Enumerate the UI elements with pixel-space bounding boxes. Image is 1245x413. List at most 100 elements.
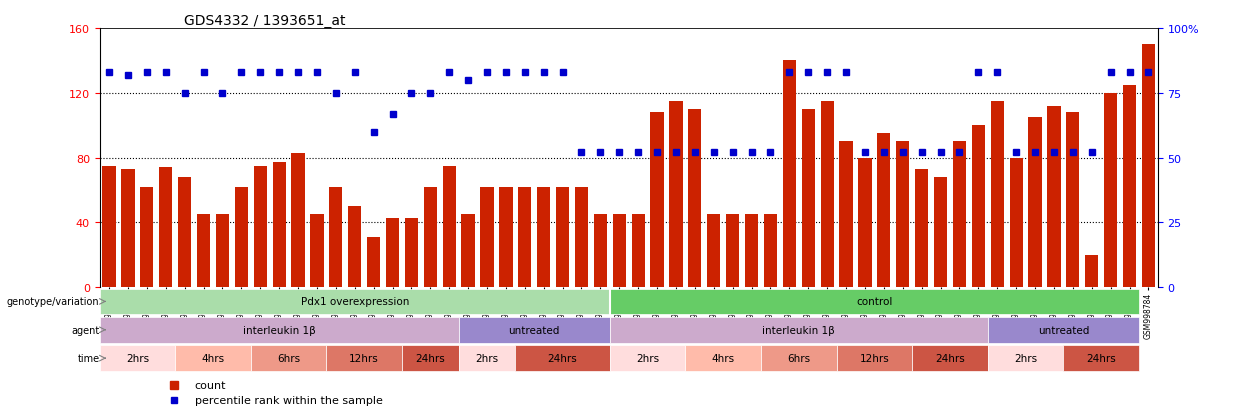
Bar bbox=[594, 215, 608, 287]
Text: agent: agent bbox=[71, 325, 100, 335]
Bar bbox=[499, 188, 513, 287]
Bar bbox=[1066, 113, 1079, 287]
Bar bbox=[802, 110, 815, 287]
FancyBboxPatch shape bbox=[1063, 346, 1139, 371]
Text: 4hrs: 4hrs bbox=[712, 353, 735, 363]
Text: 4hrs: 4hrs bbox=[202, 353, 224, 363]
Text: 12hrs: 12hrs bbox=[350, 353, 378, 363]
Text: control: control bbox=[857, 297, 893, 307]
Bar bbox=[557, 188, 569, 287]
Bar bbox=[423, 188, 437, 287]
Text: GDS4332 / 1393651_at: GDS4332 / 1393651_at bbox=[184, 14, 346, 28]
Bar bbox=[934, 178, 947, 287]
Bar bbox=[764, 215, 777, 287]
Bar bbox=[575, 188, 588, 287]
Bar bbox=[349, 207, 361, 287]
Bar bbox=[1010, 158, 1022, 287]
Bar bbox=[1142, 45, 1155, 287]
Text: 2hrs: 2hrs bbox=[1013, 353, 1037, 363]
FancyBboxPatch shape bbox=[913, 346, 987, 371]
Bar bbox=[1104, 94, 1117, 287]
Bar bbox=[726, 215, 740, 287]
Bar bbox=[178, 178, 192, 287]
Bar bbox=[141, 188, 153, 287]
FancyBboxPatch shape bbox=[458, 346, 515, 371]
Bar bbox=[613, 215, 626, 287]
Bar bbox=[858, 158, 872, 287]
Bar bbox=[121, 170, 134, 287]
Bar bbox=[783, 61, 796, 287]
Text: 2hrs: 2hrs bbox=[126, 353, 149, 363]
FancyBboxPatch shape bbox=[250, 346, 326, 371]
FancyBboxPatch shape bbox=[100, 317, 458, 343]
Bar bbox=[405, 218, 418, 287]
Text: 24hrs: 24hrs bbox=[416, 353, 446, 363]
Bar bbox=[159, 168, 172, 287]
Text: percentile rank within the sample: percentile rank within the sample bbox=[195, 395, 382, 405]
Bar bbox=[991, 102, 1003, 287]
Text: count: count bbox=[195, 380, 227, 390]
Text: 12hrs: 12hrs bbox=[859, 353, 889, 363]
Bar bbox=[386, 218, 400, 287]
Bar bbox=[707, 215, 721, 287]
Text: 6hrs: 6hrs bbox=[276, 353, 300, 363]
Bar bbox=[102, 166, 116, 287]
Bar bbox=[915, 170, 929, 287]
Bar bbox=[1123, 85, 1137, 287]
FancyBboxPatch shape bbox=[686, 346, 761, 371]
FancyBboxPatch shape bbox=[761, 346, 837, 371]
Bar bbox=[971, 126, 985, 287]
Bar bbox=[650, 113, 664, 287]
Bar bbox=[631, 215, 645, 287]
Text: untreated: untreated bbox=[1037, 325, 1089, 335]
Bar bbox=[329, 188, 342, 287]
Text: untreated: untreated bbox=[508, 325, 560, 335]
FancyBboxPatch shape bbox=[402, 346, 458, 371]
FancyBboxPatch shape bbox=[100, 346, 176, 371]
FancyBboxPatch shape bbox=[610, 346, 686, 371]
FancyBboxPatch shape bbox=[987, 346, 1063, 371]
Bar bbox=[291, 153, 305, 287]
Bar bbox=[481, 188, 493, 287]
Bar bbox=[215, 215, 229, 287]
FancyBboxPatch shape bbox=[326, 346, 402, 371]
FancyBboxPatch shape bbox=[987, 317, 1139, 343]
Bar bbox=[952, 142, 966, 287]
FancyBboxPatch shape bbox=[837, 346, 913, 371]
Bar bbox=[878, 134, 890, 287]
Bar bbox=[537, 188, 550, 287]
Bar bbox=[670, 102, 682, 287]
Text: 6hrs: 6hrs bbox=[787, 353, 810, 363]
FancyBboxPatch shape bbox=[515, 346, 610, 371]
FancyBboxPatch shape bbox=[610, 317, 987, 343]
Bar bbox=[197, 215, 210, 287]
Bar bbox=[896, 142, 909, 287]
Bar bbox=[462, 215, 474, 287]
FancyBboxPatch shape bbox=[176, 346, 250, 371]
Text: 24hrs: 24hrs bbox=[935, 353, 965, 363]
Bar bbox=[235, 188, 248, 287]
Bar bbox=[1047, 107, 1061, 287]
Text: Pdx1 overexpression: Pdx1 overexpression bbox=[300, 297, 408, 307]
Bar bbox=[518, 188, 532, 287]
FancyBboxPatch shape bbox=[100, 289, 610, 314]
Bar bbox=[839, 142, 853, 287]
Bar bbox=[367, 237, 380, 287]
Bar bbox=[1086, 255, 1098, 287]
Bar bbox=[745, 215, 758, 287]
Text: interleukin 1β: interleukin 1β bbox=[243, 325, 315, 335]
Bar bbox=[1028, 118, 1042, 287]
Text: interleukin 1β: interleukin 1β bbox=[762, 325, 835, 335]
Text: time: time bbox=[77, 353, 100, 363]
Text: genotype/variation: genotype/variation bbox=[7, 297, 100, 307]
FancyBboxPatch shape bbox=[458, 317, 610, 343]
Bar bbox=[254, 166, 266, 287]
Bar bbox=[820, 102, 834, 287]
FancyBboxPatch shape bbox=[610, 289, 1139, 314]
Bar bbox=[688, 110, 701, 287]
Bar bbox=[442, 166, 456, 287]
Text: 2hrs: 2hrs bbox=[476, 353, 498, 363]
Bar bbox=[273, 163, 286, 287]
Text: 24hrs: 24hrs bbox=[1087, 353, 1116, 363]
Text: 2hrs: 2hrs bbox=[636, 353, 659, 363]
